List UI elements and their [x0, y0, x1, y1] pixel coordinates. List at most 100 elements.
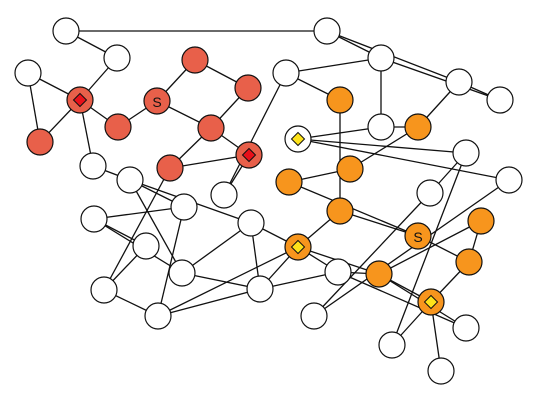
node-circle	[326, 86, 354, 114]
graph-node-n42	[144, 302, 172, 330]
graph-node-n2	[313, 17, 341, 45]
node-circle	[404, 113, 432, 141]
graph-node-n6	[26, 128, 54, 156]
node-circle	[197, 114, 225, 142]
node-circle	[313, 17, 341, 45]
node-circle	[143, 87, 171, 115]
node-circle	[52, 17, 80, 45]
node-circle	[104, 113, 132, 141]
node-circle	[103, 44, 131, 72]
node-circle	[324, 258, 352, 286]
edge-n27-n29	[288, 181, 419, 237]
node-circle	[181, 46, 209, 74]
node-circle	[378, 331, 406, 359]
graph-node-n16	[367, 44, 395, 72]
graph-node-n28	[326, 197, 354, 225]
node-circle	[275, 168, 303, 196]
node-circle	[237, 209, 265, 237]
diamond-marker-icon	[241, 147, 257, 163]
node-circle	[79, 152, 107, 180]
edge-n40-n43	[181, 222, 252, 274]
node-circle	[132, 232, 160, 260]
graph-node-n38	[80, 205, 108, 233]
graph-node-n5	[66, 86, 94, 114]
edge-n22-n47	[391, 152, 467, 346]
edge-n30-n33	[378, 220, 482, 275]
node-circle	[467, 207, 495, 235]
edge-n16-n18	[380, 57, 501, 101]
graph-node-n47	[378, 331, 406, 359]
graph-node-n46	[300, 302, 328, 330]
node-circle	[452, 139, 480, 167]
graph-node-n36	[116, 166, 144, 194]
graph-node-n35	[79, 152, 107, 180]
edge-n23-n46	[313, 192, 431, 317]
diamond-marker-icon	[290, 239, 306, 255]
node-circle	[272, 59, 300, 87]
graph-node-n23	[416, 179, 444, 207]
node-circle	[416, 179, 444, 207]
node-circle	[14, 59, 42, 87]
node-circle	[326, 197, 354, 225]
node-circle	[210, 181, 238, 209]
node-circle	[234, 74, 262, 102]
graph-node-n48	[452, 314, 480, 342]
graph-node-n26	[336, 155, 364, 183]
graph-node-n9	[181, 46, 209, 74]
graph-nodes: SS	[14, 17, 523, 385]
graph-node-n39	[132, 232, 160, 260]
edge-n28-n29	[339, 210, 419, 237]
graph-node-n18	[486, 86, 514, 114]
graph-node-n25	[326, 86, 354, 114]
graph-node-n8: S	[143, 87, 171, 115]
graph-node-n45	[324, 258, 352, 286]
graph-node-n43	[237, 209, 265, 237]
graph-node-n37	[170, 193, 198, 221]
node-circle	[367, 44, 395, 72]
node-circle	[404, 222, 432, 250]
node-circle	[455, 248, 483, 276]
node-circle	[452, 314, 480, 342]
node-circle	[90, 276, 118, 304]
graph-node-n30	[467, 207, 495, 235]
graph-node-n41	[90, 276, 118, 304]
edge-n45-n48	[337, 271, 467, 329]
node-circle	[116, 166, 144, 194]
graph-node-n11	[197, 114, 225, 142]
graph-node-n40	[168, 259, 196, 287]
graph-node-n15	[272, 59, 300, 87]
graph-node-n34	[417, 288, 445, 316]
node-circle	[144, 302, 172, 330]
edge-n13-n41	[103, 167, 171, 291]
edge-n36-n40	[129, 179, 183, 274]
graph-node-n22	[452, 139, 480, 167]
graph-node-n14	[210, 181, 238, 209]
graph-node-n19	[404, 113, 432, 141]
node-circle	[445, 68, 473, 96]
edge-n16-n15	[285, 57, 382, 74]
graph-node-n4	[14, 59, 42, 87]
graph-node-n44	[246, 275, 274, 303]
edge-n42-n44	[157, 288, 261, 317]
graph-node-n12	[235, 141, 263, 169]
graph-node-n13	[156, 154, 184, 182]
diamond-marker-icon	[423, 294, 439, 310]
graph-node-n29: S	[404, 222, 432, 250]
edge-n21-n24	[297, 138, 510, 181]
node-circle	[26, 128, 54, 156]
node-label: S	[413, 229, 422, 245]
node-circle	[367, 113, 395, 141]
edge-n21-n22	[297, 138, 467, 154]
node-circle	[336, 155, 364, 183]
edge-n14-n15	[223, 72, 287, 196]
edge-n42-n32	[157, 246, 299, 317]
node-circle	[486, 86, 514, 114]
node-circle	[495, 166, 523, 194]
graph-node-n33	[365, 260, 393, 288]
graph-node-n27	[275, 168, 303, 196]
node-circle	[246, 275, 274, 303]
graph-node-n49	[427, 357, 455, 385]
node-circle	[80, 205, 108, 233]
node-circle	[365, 260, 393, 288]
